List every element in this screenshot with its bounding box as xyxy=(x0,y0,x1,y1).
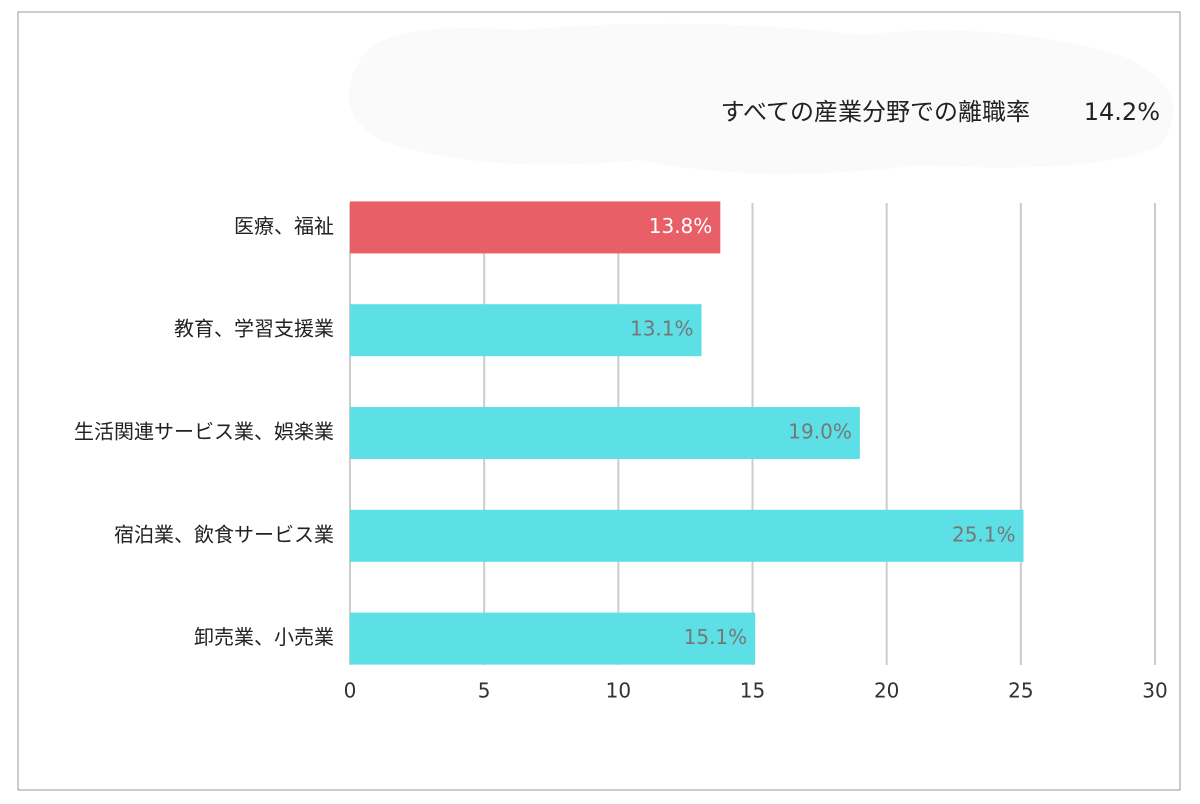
x-tick-label: 30 xyxy=(1142,679,1167,703)
x-tick-label: 0 xyxy=(344,679,357,703)
annotation-value: 14.2% xyxy=(1084,98,1160,126)
bar xyxy=(350,612,756,665)
x-tick-label: 15 xyxy=(740,679,765,703)
bar xyxy=(350,407,860,459)
value-label: 15.1% xyxy=(684,625,748,649)
x-tick-label: 20 xyxy=(874,679,899,703)
y-tick-label: 宿泊業、飲食サービス業 xyxy=(114,522,334,546)
y-tick-label: 医療、福祉 xyxy=(234,214,334,238)
y-tick-label: 教育、学習支援業 xyxy=(174,317,334,341)
y-tick-label: 生活関連サービス業、娯楽業 xyxy=(74,420,334,444)
annotation-label: すべての産業分野での離職率 xyxy=(721,98,1030,126)
y-tick-label: 卸売業、小売業 xyxy=(194,625,334,649)
bar xyxy=(350,304,702,357)
x-tick-label: 25 xyxy=(1008,679,1033,703)
bar xyxy=(350,509,1024,562)
x-tick-label: 5 xyxy=(478,679,491,703)
x-tick-label: 10 xyxy=(606,679,631,703)
value-label: 19.0% xyxy=(788,420,852,444)
cloud-background xyxy=(348,23,1174,174)
value-label: 25.1% xyxy=(952,522,1016,546)
value-label: 13.1% xyxy=(630,317,694,341)
bar xyxy=(350,201,721,254)
value-label: 13.8% xyxy=(649,214,713,238)
